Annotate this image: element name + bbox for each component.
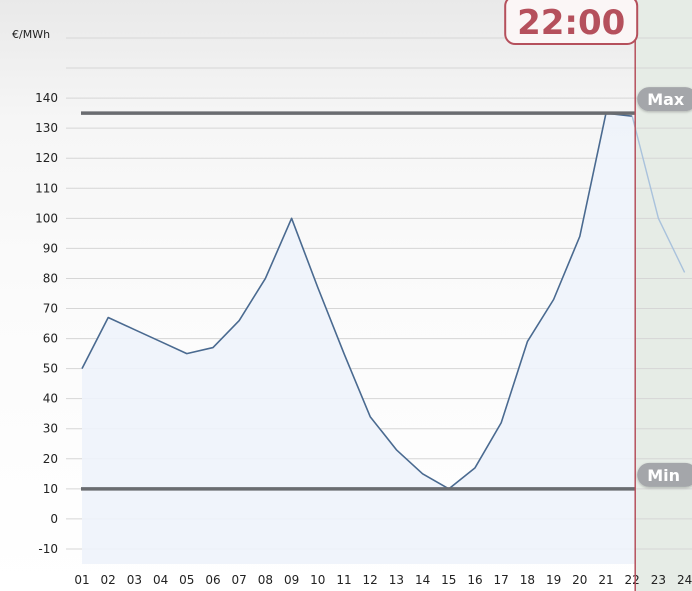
- x-tick-label: 03: [127, 573, 142, 587]
- x-tick-label: 15: [441, 573, 456, 587]
- y-tick-label: 70: [43, 302, 58, 316]
- x-tick-label: 08: [258, 573, 273, 587]
- y-tick-label: 120: [35, 151, 58, 165]
- y-tick-label: 140: [35, 91, 58, 105]
- y-tick-label: 60: [43, 332, 58, 346]
- x-tick-label: 06: [205, 573, 220, 587]
- max-badge: [637, 87, 692, 112]
- x-tick-label: 11: [336, 573, 351, 587]
- y-tick-label: 90: [43, 241, 58, 255]
- y-tick-label: 50: [43, 362, 58, 376]
- y-axis-unit-label: €/MWh: [12, 28, 50, 41]
- x-tick-label: 22: [625, 573, 640, 587]
- x-tick-label: 18: [520, 573, 535, 587]
- x-tick-label: 09: [284, 573, 299, 587]
- x-tick-label: 02: [101, 573, 116, 587]
- x-tick-label: 14: [415, 573, 430, 587]
- x-tick-label: 07: [232, 573, 247, 587]
- y-tick-label: 30: [43, 422, 58, 436]
- x-tick-label: 19: [546, 573, 561, 587]
- current-time-label: 22:00: [517, 3, 625, 43]
- x-tick-label: 13: [389, 573, 404, 587]
- x-tick-label: 21: [598, 573, 613, 587]
- min-badge-label: Min: [647, 466, 680, 485]
- series-area: [82, 113, 636, 565]
- y-tick-label: 0: [50, 512, 58, 526]
- series-line-past: [81, 112, 633, 490]
- y-tick-label: 40: [43, 392, 58, 406]
- y-tick-label: -10: [38, 542, 58, 556]
- min-badge: [637, 462, 692, 487]
- x-tick-label: 16: [467, 573, 482, 587]
- x-tick-label: 12: [363, 573, 378, 587]
- x-tick-label: 20: [572, 573, 587, 587]
- y-tick-label: 110: [35, 181, 58, 195]
- y-tick-label: 10: [43, 482, 58, 496]
- y-tick-label: 80: [43, 271, 58, 285]
- current-time-box: [504, 0, 639, 45]
- x-tick-label: 01: [74, 573, 89, 587]
- x-tick-label: 17: [494, 573, 509, 587]
- x-tick-label: 05: [179, 573, 194, 587]
- max-badge-label: Max: [647, 90, 685, 109]
- x-tick-label: 24: [677, 573, 692, 587]
- x-tick-label: 04: [153, 573, 168, 587]
- y-tick-label: 100: [35, 211, 58, 225]
- y-tick-label: 20: [43, 452, 58, 466]
- x-tick-label: 10: [310, 573, 325, 587]
- y-tick-label: 130: [35, 121, 58, 135]
- x-tick-label: 23: [651, 573, 666, 587]
